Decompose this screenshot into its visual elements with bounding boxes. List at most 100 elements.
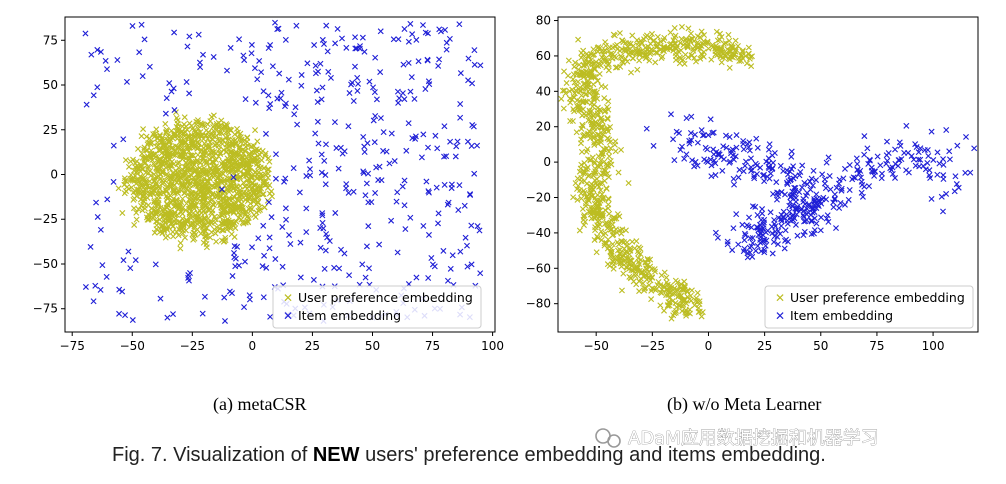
item-embedding-point — [315, 68, 322, 75]
item-embedding-point — [333, 145, 340, 152]
item-embedding-point — [226, 288, 233, 295]
item-embedding-point — [383, 148, 390, 155]
user-embedding-point — [646, 57, 653, 64]
item-embedding-point — [865, 160, 872, 167]
item-embedding-point — [915, 149, 922, 156]
user-embedding-point — [591, 51, 598, 58]
item-embedding-point — [241, 304, 248, 311]
user-embedding-point — [594, 107, 601, 114]
user-embedding-point — [254, 138, 261, 145]
user-embedding-point — [202, 227, 209, 234]
user-embedding-point — [700, 40, 707, 47]
item-embedding-point — [878, 175, 885, 182]
item-embedding-point — [94, 46, 101, 53]
user-embedding-point — [178, 199, 185, 206]
item-embedding-point — [796, 172, 803, 179]
item-embedding-point — [833, 184, 840, 191]
item-embedding-point — [457, 248, 464, 255]
item-embedding-point — [97, 226, 104, 233]
user-embedding-point — [590, 170, 597, 177]
user-embedding-point — [691, 302, 698, 309]
item-embedding-point — [892, 146, 899, 153]
wechat-icon-bubble-2 — [607, 434, 621, 448]
item-embedding-point — [139, 73, 146, 80]
item-embedding-point — [743, 158, 749, 165]
user-embedding-point — [604, 103, 611, 110]
item-embedding-point — [248, 50, 255, 57]
user-embedding-point — [134, 168, 141, 175]
item-embedding-point — [345, 123, 352, 130]
user-embedding-point — [632, 272, 639, 279]
item-embedding-point — [377, 28, 384, 35]
item-embedding-point — [825, 154, 832, 161]
user-embedding-point — [666, 302, 673, 309]
user-embedding-point — [700, 48, 707, 55]
user-embedding-point — [260, 165, 267, 172]
user-embedding-point — [181, 121, 188, 128]
user-embedding-point — [671, 34, 678, 41]
user-embedding-point — [561, 68, 568, 75]
user-embedding-point — [582, 98, 589, 105]
user-embedding-point — [701, 31, 708, 38]
item-embedding-point — [355, 80, 362, 87]
item-embedding-point — [962, 169, 969, 176]
item-embedding-point — [824, 212, 831, 219]
user-embedding-point — [744, 60, 750, 67]
item-embedding-point — [762, 242, 769, 249]
user-embedding-point — [726, 37, 733, 44]
user-embedding-point — [608, 161, 615, 168]
user-embedding-point — [595, 223, 602, 230]
item-embedding-point — [141, 36, 148, 43]
item-embedding-point — [321, 157, 328, 164]
item-embedding-point — [910, 156, 917, 163]
item-embedding-point — [350, 98, 357, 104]
item-embedding-point — [778, 218, 785, 225]
user-embedding-point — [720, 54, 726, 61]
item-embedding-point — [425, 188, 432, 195]
user-embedding-point — [213, 163, 220, 170]
user-embedding-point — [130, 196, 137, 203]
user-embedding-point — [594, 218, 601, 225]
user-embedding-point — [129, 175, 136, 182]
user-embedding-point — [672, 53, 679, 60]
user-embedding-point — [230, 151, 237, 158]
user-embedding-point — [727, 53, 734, 60]
user-embedding-point — [558, 95, 565, 102]
item-embedding-point — [405, 38, 412, 45]
item-embedding-point — [242, 258, 248, 265]
user-embedding-point — [605, 174, 612, 181]
item-embedding-point — [746, 244, 753, 251]
user-embedding-point — [652, 59, 659, 66]
item-embedding-point — [332, 40, 339, 47]
user-embedding-point — [607, 226, 614, 233]
user-embedding-point — [684, 288, 691, 294]
item-embedding-point — [361, 149, 368, 156]
user-embedding-point — [219, 209, 226, 216]
user-embedding-point — [256, 188, 263, 195]
item-embedding-point — [424, 30, 431, 37]
item-embedding-point — [477, 62, 484, 69]
item-embedding-point — [702, 144, 709, 151]
user-embedding-point — [137, 196, 144, 203]
item-embedding-point — [197, 64, 204, 71]
item-embedding-point — [303, 205, 310, 212]
item-embedding-point — [727, 158, 734, 165]
item-embedding-point — [846, 186, 853, 193]
user-embedding-point — [579, 121, 586, 128]
user-embedding-point — [146, 135, 153, 142]
user-embedding-point — [602, 107, 609, 114]
item-embedding-point — [268, 214, 275, 221]
item-embedding-point — [744, 140, 751, 147]
item-embedding-point — [676, 130, 683, 137]
item-embedding-point — [822, 185, 829, 192]
user-embedding-point — [179, 195, 186, 202]
user-embedding-point — [181, 114, 188, 121]
user-embedding-point — [200, 144, 207, 151]
user-embedding-point — [654, 33, 661, 40]
item-embedding-point — [123, 78, 130, 85]
item-embedding-point — [927, 175, 934, 182]
user-embedding-point — [186, 196, 193, 203]
subcaption-a: (a) metaCSR — [213, 394, 306, 415]
item-embedding-point — [171, 107, 178, 114]
item-embedding-point — [800, 195, 807, 202]
